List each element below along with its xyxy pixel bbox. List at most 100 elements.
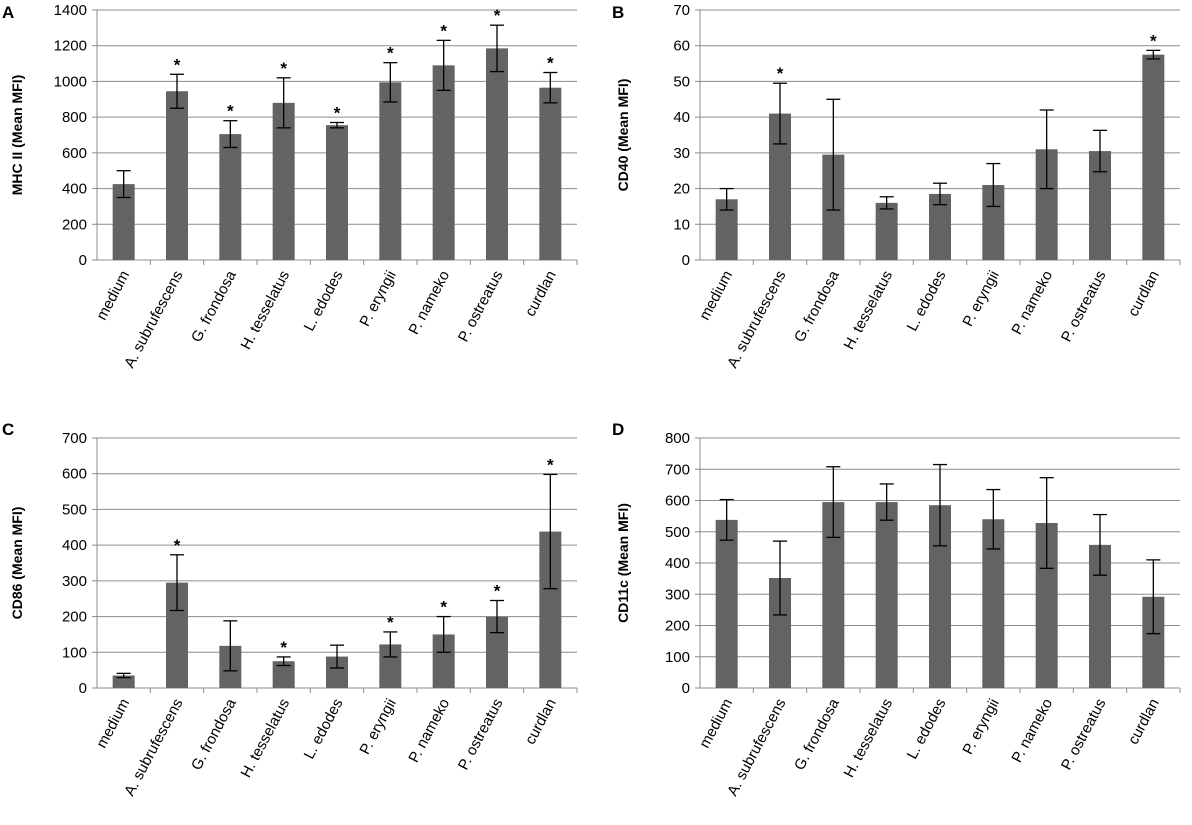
x-tick-label: medium — [696, 696, 736, 751]
bar — [539, 531, 562, 688]
panel-letter: D — [612, 420, 624, 439]
bar — [715, 199, 738, 260]
y-tick-label: 800 — [62, 109, 87, 126]
x-tick-label: P. nameko — [405, 268, 453, 338]
y-tick-label: 400 — [665, 555, 690, 572]
x-tick-label: A. subrufescens — [121, 696, 187, 799]
y-tick-label: 10 — [673, 216, 690, 233]
y-axis-label: MHC II (Mean MFI) — [9, 75, 25, 196]
x-tick-label: medium — [93, 696, 133, 751]
x-tick-label: P. nameko — [1008, 268, 1056, 338]
significance-marker: * — [334, 104, 341, 123]
significance-marker: * — [280, 59, 287, 78]
y-tick-label: 50 — [673, 73, 690, 90]
y-tick-label: 1400 — [54, 2, 87, 19]
x-tick-label: P. nameko — [405, 696, 453, 766]
bar — [769, 113, 791, 260]
bar — [166, 91, 188, 260]
y-tick-label: 200 — [665, 618, 690, 635]
y-tick-label: 600 — [62, 466, 87, 483]
y-tick-label: 500 — [62, 501, 87, 518]
y-tick-label: 400 — [62, 181, 87, 198]
y-tick-label: 300 — [665, 586, 690, 603]
bar — [432, 65, 455, 260]
y-tick-label: 60 — [673, 38, 690, 55]
bar — [875, 502, 898, 688]
bar — [432, 634, 455, 688]
y-tick-label: 70 — [673, 2, 690, 19]
bar — [539, 87, 562, 260]
x-tick-label: P. eryngii — [356, 696, 399, 757]
bar — [1035, 149, 1058, 260]
x-tick-label: L. edodes — [301, 268, 347, 334]
significance-marker: * — [440, 21, 447, 40]
significance-marker: * — [174, 55, 181, 74]
significance-marker: * — [440, 598, 447, 617]
y-tick-label: 600 — [665, 493, 690, 510]
y-tick-label: 300 — [62, 573, 87, 590]
x-tick-label: medium — [93, 268, 133, 323]
x-tick-label: P. nameko — [1008, 696, 1056, 766]
bar — [769, 578, 791, 688]
chart-panel-b: B CD40 (Mean MFI) 0 10 20 30 40 50 60 70 medium * A.… — [612, 2, 1181, 371]
y-tick-label: 600 — [62, 145, 87, 162]
bar — [929, 505, 951, 688]
bar — [379, 644, 402, 688]
bar — [326, 656, 348, 688]
significance-marker: * — [494, 6, 501, 25]
x-tick-label: G. frondosa — [188, 695, 240, 773]
x-tick-label: curdlan — [1125, 696, 1163, 747]
y-tick-label: 1000 — [54, 73, 87, 90]
significance-marker: * — [494, 582, 501, 601]
x-tick-label: L. edodes — [904, 268, 950, 334]
x-tick-label: P. ostreatus — [1058, 696, 1110, 773]
y-tick-label: 40 — [673, 109, 690, 126]
x-tick-label: L. edodes — [904, 696, 950, 762]
y-tick-label: 200 — [62, 609, 87, 626]
bar — [219, 134, 242, 260]
bar — [379, 82, 402, 260]
y-axis-label: CD11c (Mean MFI) — [615, 503, 631, 623]
y-tick-label: 100 — [665, 649, 690, 666]
significance-marker: * — [547, 455, 554, 474]
bar — [112, 675, 135, 688]
significance-marker: * — [547, 54, 554, 73]
y-tick-label: 30 — [673, 145, 690, 162]
significance-marker: * — [280, 638, 287, 657]
y-axis-label: CD40 (Mean MFI) — [615, 79, 631, 192]
significance-marker: * — [1150, 31, 1157, 50]
y-tick-label: 500 — [665, 524, 690, 541]
significance-marker: * — [777, 64, 784, 83]
x-tick-label: medium — [696, 268, 736, 323]
x-tick-label: A. subrufescens — [121, 268, 187, 371]
significance-marker: * — [174, 536, 181, 555]
bar — [982, 519, 1005, 688]
y-axis-label: CD86 (Mean MFI) — [9, 507, 25, 620]
bar — [822, 502, 845, 688]
x-tick-label: H. tesselatus — [237, 696, 293, 781]
bar — [166, 582, 188, 688]
bar — [1142, 596, 1165, 688]
x-tick-label: G. frondosa — [791, 695, 843, 773]
y-tick-label: 20 — [673, 181, 690, 198]
bar — [486, 616, 508, 688]
bar — [929, 193, 951, 260]
y-tick-label: 0 — [79, 252, 87, 269]
x-tick-label: curdlan — [522, 268, 560, 319]
bar — [1089, 151, 1111, 260]
x-tick-label: P. ostreatus — [455, 696, 507, 773]
x-tick-label: L. edodes — [301, 696, 347, 762]
x-tick-label: P. eryngii — [959, 268, 1002, 329]
chart-panel-c: C CD86 (Mean MFI) 0 100 200 300 400 500 600 700 me… — [2, 420, 578, 799]
x-tick-label: P. ostreatus — [1058, 268, 1110, 345]
y-tick-label: 1200 — [54, 38, 87, 55]
x-tick-label: A. subrufescens — [724, 696, 790, 799]
y-tick-label: 700 — [665, 461, 690, 478]
y-tick-label: 0 — [682, 680, 690, 697]
x-tick-label: G. frondosa — [188, 267, 240, 345]
significance-marker: * — [387, 44, 394, 63]
bar — [1035, 523, 1058, 688]
bar — [1089, 544, 1111, 688]
panel-letter: C — [2, 420, 14, 439]
